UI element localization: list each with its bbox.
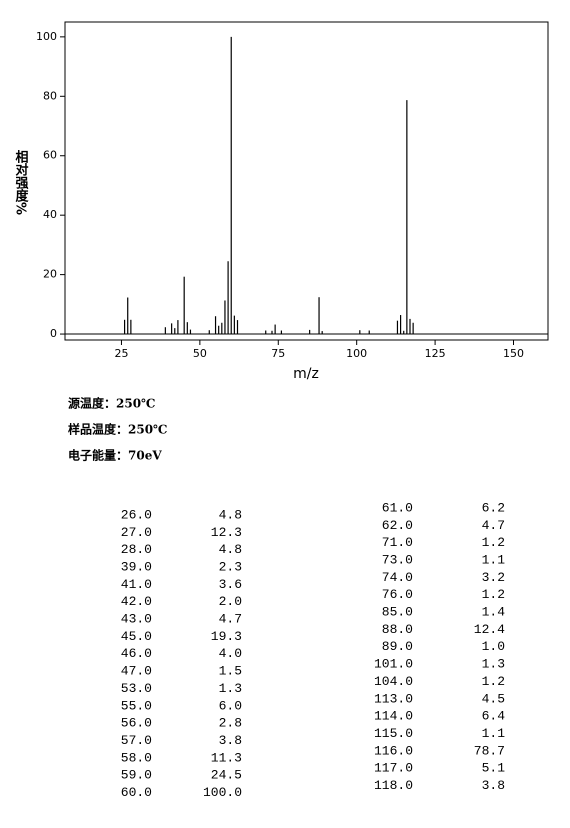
mz-cell: 41.0 xyxy=(121,577,152,592)
intensity-cell: 78.7 xyxy=(474,743,505,758)
info-line: 样品温度：250℃ xyxy=(68,422,167,437)
intensity-cell: 6.2 xyxy=(482,500,505,515)
mz-cell: 56.0 xyxy=(121,716,152,731)
mz-cell: 61.0 xyxy=(382,500,413,515)
intensity-cell: 11.3 xyxy=(211,750,242,765)
x-tick-label: 50 xyxy=(193,347,207,360)
mz-cell: 73.0 xyxy=(382,552,413,567)
intensity-cell: 1.3 xyxy=(219,681,242,696)
intensity-cell: 1.2 xyxy=(482,587,505,602)
intensity-cell: 4.8 xyxy=(219,507,242,522)
mz-cell: 88.0 xyxy=(382,622,413,637)
intensity-cell: 3.2 xyxy=(482,570,505,585)
intensity-cell: 12.3 xyxy=(211,525,242,540)
mz-cell: 57.0 xyxy=(121,733,152,748)
mz-cell: 43.0 xyxy=(121,612,152,627)
intensity-cell: 1.0 xyxy=(482,639,505,654)
mz-cell: 39.0 xyxy=(121,559,152,574)
mz-cell: 115.0 xyxy=(374,726,413,741)
mz-cell: 45.0 xyxy=(121,629,152,644)
intensity-cell: 1.1 xyxy=(482,552,506,567)
y-tick-label: 40 xyxy=(43,208,57,221)
intensity-cell: 1.5 xyxy=(219,664,242,679)
y-axis-label: 相对强度% xyxy=(13,149,29,215)
intensity-cell: 1.2 xyxy=(482,535,505,550)
intensity-cell: 3.6 xyxy=(219,577,242,592)
x-tick-label: 100 xyxy=(346,347,367,360)
intensity-cell: 5.1 xyxy=(482,761,506,776)
y-tick-label: 80 xyxy=(43,89,57,102)
intensity-cell: 3.8 xyxy=(482,778,505,793)
mz-cell: 58.0 xyxy=(121,750,152,765)
x-tick-label: 125 xyxy=(425,347,446,360)
mz-cell: 27.0 xyxy=(121,525,152,540)
mz-cell: 42.0 xyxy=(121,594,152,609)
mz-cell: 28.0 xyxy=(121,542,152,557)
intensity-cell: 4.7 xyxy=(219,612,242,627)
mz-cell: 116.0 xyxy=(374,743,413,758)
intensity-cell: 3.8 xyxy=(219,733,242,748)
mz-cell: 53.0 xyxy=(121,681,152,696)
intensity-cell: 1.2 xyxy=(482,674,505,689)
y-tick-label: 60 xyxy=(43,149,57,162)
mz-cell: 74.0 xyxy=(382,570,413,585)
intensity-cell: 2.8 xyxy=(219,716,242,731)
info-line: 电子能量：70eV xyxy=(68,448,162,463)
mz-cell: 89.0 xyxy=(382,639,413,654)
y-tick-label: 20 xyxy=(43,268,57,281)
info-line: 源温度：250℃ xyxy=(68,396,155,411)
mz-cell: 55.0 xyxy=(121,698,152,713)
mz-cell: 62.0 xyxy=(382,518,413,533)
mz-cell: 46.0 xyxy=(121,646,152,661)
mz-cell: 101.0 xyxy=(374,657,413,672)
mz-cell: 76.0 xyxy=(382,587,413,602)
mz-cell: 104.0 xyxy=(374,674,413,689)
x-tick-label: 150 xyxy=(503,347,524,360)
mz-cell: 117.0 xyxy=(374,761,413,776)
mz-cell: 113.0 xyxy=(374,691,413,706)
intensity-cell: 4.8 xyxy=(219,542,242,557)
intensity-cell: 100.0 xyxy=(203,785,242,800)
intensity-cell: 6.4 xyxy=(482,709,506,724)
x-tick-label: 75 xyxy=(271,347,285,360)
y-tick-label: 100 xyxy=(36,30,57,43)
intensity-cell: 1.4 xyxy=(482,605,506,620)
x-axis-label: m/z xyxy=(293,366,319,382)
intensity-cell: 1.1 xyxy=(482,726,506,741)
mz-cell: 71.0 xyxy=(382,535,413,550)
intensity-cell: 4.5 xyxy=(482,691,505,706)
mz-cell: 118.0 xyxy=(374,778,413,793)
mz-cell: 26.0 xyxy=(121,507,152,522)
intensity-cell: 4.7 xyxy=(482,518,505,533)
plot-frame xyxy=(64,21,549,341)
y-tick-label: 0 xyxy=(50,327,57,340)
intensity-cell: 1.3 xyxy=(482,657,505,672)
x-tick-label: 25 xyxy=(114,347,128,360)
mz-cell: 47.0 xyxy=(121,664,152,679)
intensity-cell: 6.0 xyxy=(219,698,242,713)
intensity-cell: 2.0 xyxy=(219,594,242,609)
intensity-cell: 24.5 xyxy=(211,768,242,783)
mz-cell: 114.0 xyxy=(374,709,413,724)
mz-cell: 60.0 xyxy=(121,785,152,800)
mz-cell: 59.0 xyxy=(121,768,152,783)
intensity-cell: 19.3 xyxy=(211,629,242,644)
intensity-cell: 12.4 xyxy=(474,622,505,637)
intensity-cell: 2.3 xyxy=(219,559,242,574)
intensity-cell: 4.0 xyxy=(219,646,242,661)
mz-cell: 85.0 xyxy=(382,605,413,620)
